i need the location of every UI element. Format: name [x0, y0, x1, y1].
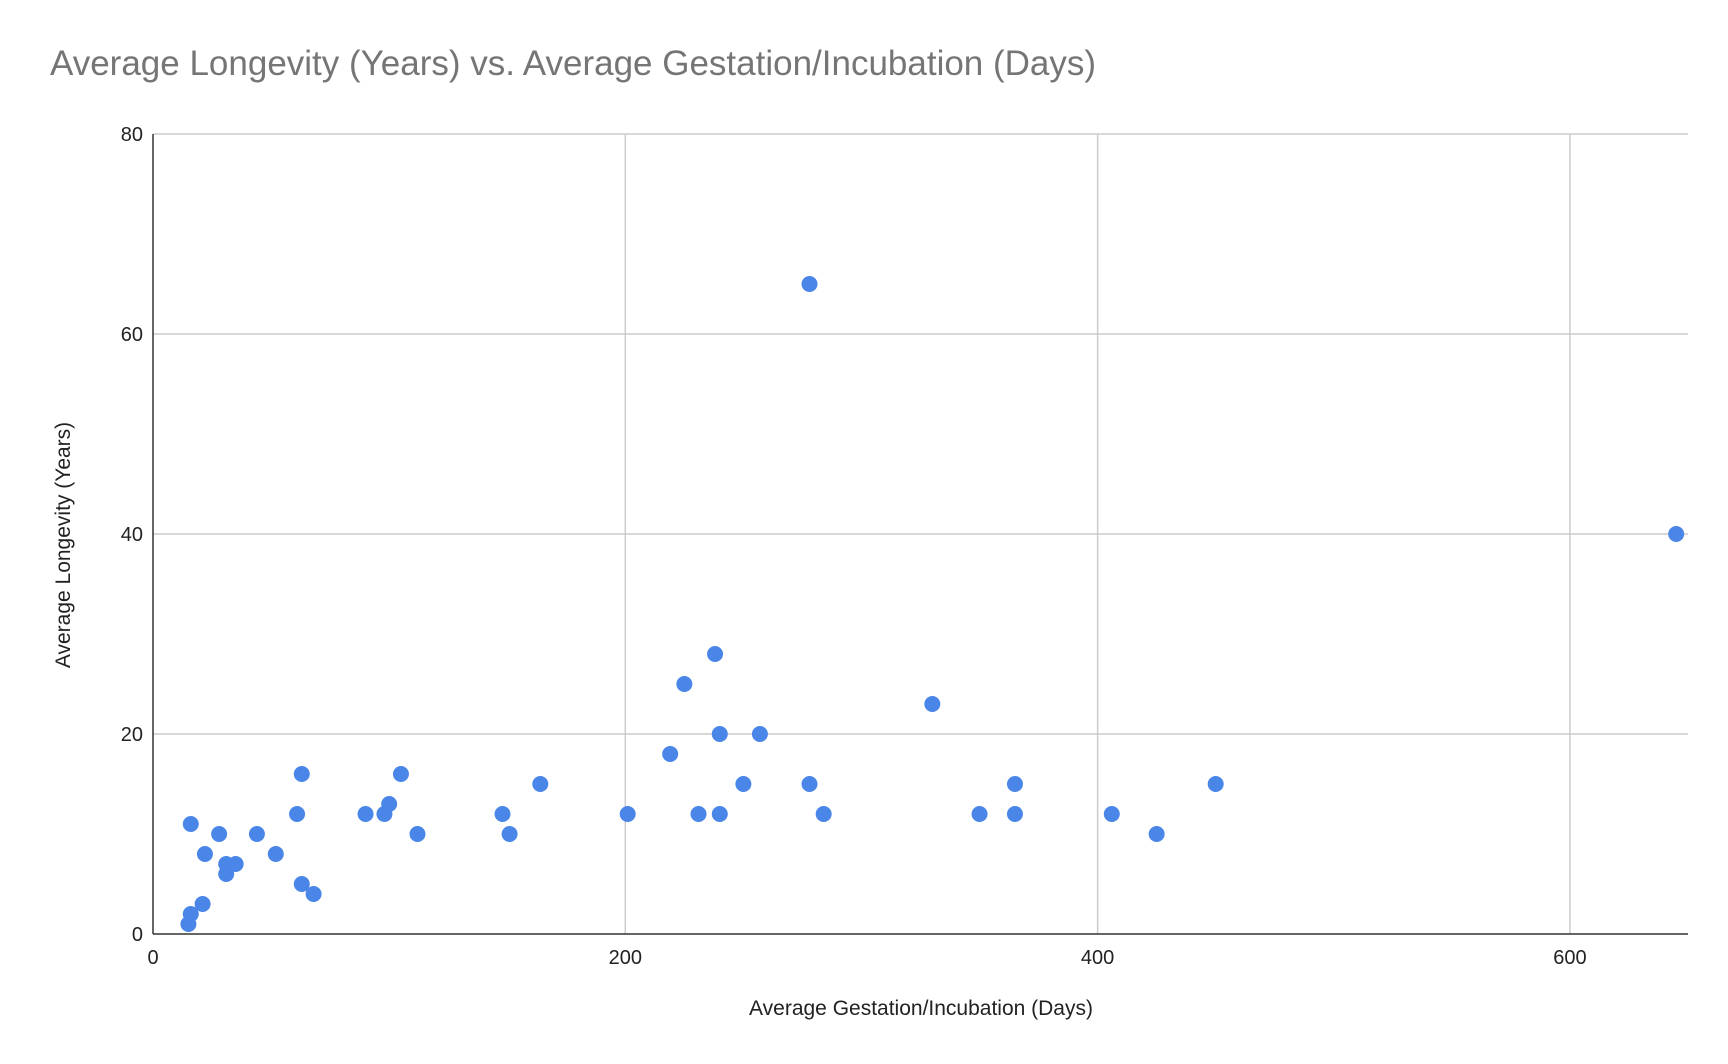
data-point	[194, 896, 211, 912]
data-point	[532, 776, 549, 792]
data-point	[619, 806, 636, 822]
y-tick-label: 0	[132, 924, 143, 946]
data-point	[924, 696, 941, 712]
data-point	[381, 796, 398, 812]
y-axis-label: Average Longevity (Years)	[52, 422, 75, 668]
y-tick-label: 60	[121, 324, 143, 346]
x-tick-label: 0	[147, 947, 158, 969]
data-point	[211, 826, 228, 842]
data-point	[1006, 776, 1023, 792]
data-point	[690, 806, 707, 822]
data-point	[707, 646, 724, 662]
y-tick-label: 80	[121, 124, 143, 146]
x-tick-label: 200	[609, 947, 642, 969]
data-point	[494, 806, 511, 822]
x-tick-label: 600	[1553, 947, 1586, 969]
data-point	[289, 806, 306, 822]
data-point	[1006, 806, 1023, 822]
x-axis-label: Average Gestation/Incubation (Days)	[749, 997, 1093, 1020]
x-tick-label: 400	[1081, 947, 1114, 969]
axes	[152, 134, 1688, 935]
data-points	[180, 276, 1685, 932]
data-point	[662, 746, 679, 762]
data-point	[293, 876, 310, 892]
data-point	[248, 826, 265, 842]
data-point	[1103, 806, 1120, 822]
data-point	[751, 726, 768, 742]
data-point	[409, 826, 426, 842]
data-point	[218, 866, 235, 882]
data-point	[676, 676, 693, 692]
grid-lines	[153, 133, 1688, 934]
data-point	[711, 726, 728, 742]
data-point	[196, 846, 213, 862]
tick-labels: 0 20 40 60 80 0 200 400 600	[121, 124, 1587, 969]
data-point	[801, 276, 818, 292]
data-point	[392, 766, 409, 782]
data-point	[182, 816, 199, 832]
data-point	[357, 806, 374, 822]
data-point	[971, 806, 988, 822]
chart-title: Average Longevity (Years) vs. Average Ge…	[50, 44, 1097, 83]
data-point	[305, 886, 322, 902]
data-point	[227, 856, 244, 872]
y-tick-label: 20	[121, 724, 143, 746]
data-point	[735, 776, 752, 792]
data-point	[1148, 826, 1165, 842]
data-point	[182, 906, 199, 922]
y-tick-label: 40	[121, 524, 143, 546]
data-point	[1207, 776, 1224, 792]
data-point	[501, 826, 518, 842]
data-point	[801, 776, 818, 792]
data-point	[293, 766, 310, 782]
data-point	[1668, 526, 1685, 542]
data-point	[267, 846, 284, 862]
data-point	[815, 806, 832, 822]
data-point	[711, 806, 728, 822]
